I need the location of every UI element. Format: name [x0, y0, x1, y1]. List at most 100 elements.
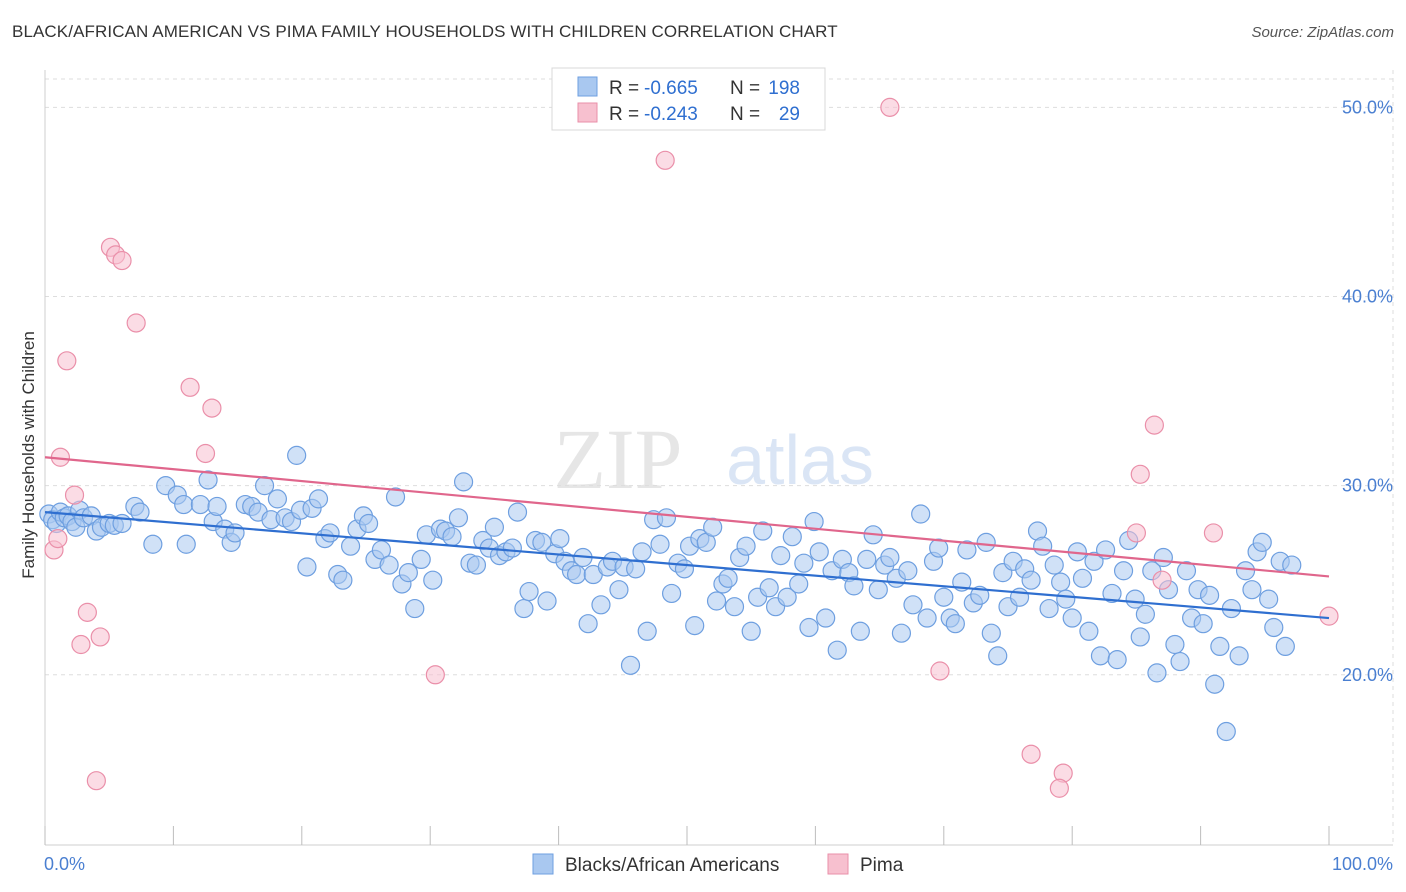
blacks-data-point: [448, 508, 469, 528]
blacks-data-point: [957, 540, 977, 560]
blacks-data-point: [297, 557, 317, 577]
blacks-data-point: [1044, 555, 1064, 575]
blacks-data-point: [970, 585, 990, 605]
blacks-data-point: [656, 508, 677, 528]
y-tick-label: 30.0%: [1342, 476, 1393, 496]
blacks-data-point: [566, 564, 587, 585]
axis-layer: [44, 70, 1393, 846]
blacks-data-point: [844, 576, 864, 596]
blacks-data-point: [626, 559, 646, 579]
pima-data-point: [930, 661, 950, 681]
y-tick-label: 20.0%: [1342, 665, 1393, 685]
blacks-data-point: [1125, 589, 1145, 609]
blacks-data-point: [1039, 598, 1059, 619]
blacks-data-point: [827, 640, 847, 660]
blacks-data-point: [794, 553, 814, 573]
blacks-data-point: [1051, 572, 1071, 592]
blacks-data-point: [903, 595, 923, 615]
blacks-data-point: [1205, 674, 1225, 694]
blacks-trend-line: [44, 511, 1330, 620]
blacks-data-point: [502, 538, 522, 558]
blacks-data-point: [609, 580, 629, 600]
blacks-data-point: [1107, 650, 1127, 670]
blacks-data-point: [550, 528, 570, 549]
blacks-data-point: [340, 536, 361, 556]
blacks-data-point: [358, 513, 379, 534]
legend-n-label-1: N =: [730, 78, 760, 99]
blacks-data-point: [1235, 561, 1256, 581]
blacks-data-point: [320, 523, 340, 543]
blacks-data-point: [514, 598, 534, 619]
blacks-data-point: [1113, 561, 1134, 581]
blacks-data-point: [442, 527, 462, 547]
blacks-data-point: [789, 574, 809, 594]
pima-data-point: [64, 485, 85, 505]
blacks-data-point: [1072, 568, 1093, 588]
y-tick-label: 50.0%: [1342, 97, 1393, 117]
blacks-data-point: [484, 517, 504, 537]
blacks-data-point: [929, 538, 949, 558]
pima-data-point: [1130, 464, 1150, 484]
pima-data-point: [1126, 523, 1147, 543]
series-blacks-points: [39, 445, 1302, 742]
blacks-data-point: [1216, 721, 1236, 742]
blacks-data-point: [917, 608, 937, 628]
blacks-data-point: [174, 494, 194, 515]
blacks-data-point: [308, 489, 329, 509]
blacks-data-point: [379, 555, 399, 575]
blacks-data-point: [1229, 646, 1249, 666]
blacks-data-point: [857, 549, 877, 570]
blacks-data-point: [385, 487, 406, 507]
blacks-data-point: [130, 502, 150, 522]
blacks-data-point: [578, 614, 598, 634]
watermark-zip: ZIP: [554, 411, 683, 507]
blacks-data-point: [1282, 555, 1302, 575]
blacks-data-point: [1170, 651, 1190, 672]
blacks-data-point: [661, 583, 682, 604]
blacks-data-point: [1252, 532, 1272, 552]
blacks-data-point: [1259, 589, 1279, 609]
blacks-data-point: [685, 616, 705, 636]
blacks-data-point: [1165, 634, 1185, 655]
blacks-data-point: [198, 470, 218, 490]
legend-n-value-1: 198: [768, 78, 800, 99]
blacks-data-point: [782, 527, 802, 547]
blacks-data-point: [507, 502, 528, 522]
blacks-data-point: [1062, 608, 1082, 628]
blacks-data-point: [532, 532, 552, 552]
pima-data-point: [71, 634, 91, 655]
pima-data-point: [90, 627, 110, 647]
blacks-data-point: [1130, 627, 1150, 647]
blacks-data-point: [1275, 636, 1295, 657]
blacks-data-point: [1084, 551, 1104, 571]
blacks-data-point: [799, 617, 819, 638]
legend-r-value-2: -0.243: [644, 104, 698, 125]
blacks-data-point: [143, 534, 163, 554]
blacks-data-point: [771, 546, 791, 566]
blacks-data-point: [1090, 646, 1111, 666]
blacks-data-point: [891, 623, 912, 643]
series-pima-points: [44, 97, 1339, 798]
blacks-data-point: [1079, 621, 1099, 641]
legend-r-value-1: -0.665: [644, 78, 698, 99]
blacks-data-point: [333, 570, 353, 590]
blacks-data-point: [398, 563, 418, 583]
legend-r-label-2: R =: [609, 104, 639, 125]
blacks-data-point: [620, 655, 641, 675]
y-axis-title: Family Households with Children: [19, 331, 38, 579]
bottom-legend-swatch-pink: [827, 853, 849, 875]
x-tick-label-max: 100.0%: [1332, 854, 1393, 874]
blacks-data-point: [537, 591, 557, 611]
blacks-data-point: [637, 621, 657, 641]
trend-lines: [44, 456, 1330, 620]
blacks-data-point: [1242, 580, 1262, 600]
pima-data-point: [1021, 744, 1041, 764]
blacks-data-point: [718, 568, 738, 588]
blacks-data-point: [945, 614, 965, 634]
pima-data-point: [1049, 778, 1069, 798]
chart-source: Source: ZipAtlas.com: [1251, 24, 1394, 41]
pima-data-point: [48, 528, 68, 549]
blacks-data-point: [466, 555, 487, 575]
blacks-data-point: [850, 621, 870, 641]
